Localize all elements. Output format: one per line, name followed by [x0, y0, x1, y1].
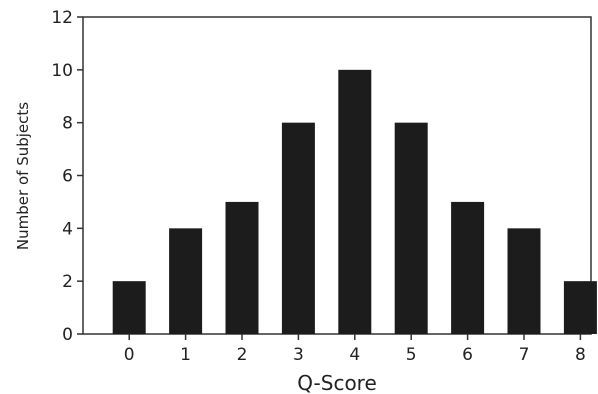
- bar-3: [281, 122, 315, 335]
- x-axis: 0 1 2 3 4 5 6 7 8: [124, 334, 586, 365]
- y-tick-label: 12: [51, 8, 73, 28]
- x-tick-label: 5: [406, 345, 417, 365]
- x-tick-label: 7: [519, 345, 530, 365]
- bars: [112, 69, 597, 335]
- bar-7: [507, 228, 541, 334]
- x-tick-label: 4: [349, 345, 360, 365]
- x-tick-label: 2: [237, 345, 248, 365]
- bar-8: [563, 281, 597, 334]
- x-tick-label: 1: [180, 345, 191, 365]
- bar-1: [169, 228, 203, 334]
- x-tick-label: 3: [293, 345, 304, 365]
- x-tick-label: 8: [575, 345, 586, 365]
- x-tick-label: 0: [124, 345, 135, 365]
- y-axis: 0 2 4 6 8 10 12: [51, 8, 83, 345]
- y-tick-label: 0: [62, 325, 73, 345]
- x-tick-label: 6: [462, 345, 473, 365]
- bar-5: [394, 122, 428, 335]
- bar-4: [338, 69, 372, 334]
- y-tick-label: 4: [62, 219, 73, 239]
- bar-6: [451, 201, 485, 334]
- bar-2: [225, 201, 259, 334]
- y-tick-label: 10: [51, 61, 73, 81]
- y-tick-label: 2: [62, 272, 73, 292]
- x-axis-title: Q-Score: [297, 371, 377, 394]
- bar-0: [112, 281, 146, 334]
- y-tick-label: 8: [62, 114, 73, 134]
- y-tick-label: 6: [62, 167, 73, 187]
- y-axis-title: Number of Subjects: [14, 102, 32, 250]
